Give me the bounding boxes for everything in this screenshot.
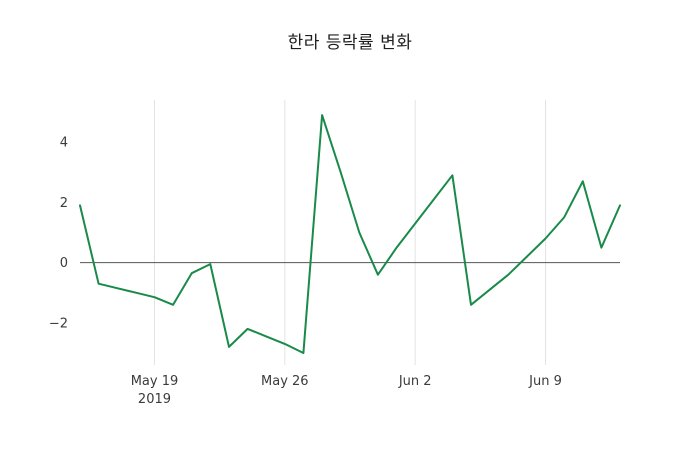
- x-tick-label: May 19: [131, 374, 179, 389]
- x-tick-label: May 26: [261, 374, 309, 389]
- y-tick-label: −2: [49, 316, 68, 331]
- x-tick-label: Jun 2: [398, 374, 432, 389]
- x-tick-label: Jun 9: [528, 374, 562, 389]
- series-line: [79, 114, 621, 354]
- x-tick-sublabel: 2019: [138, 392, 171, 407]
- y-tick-label: 2: [60, 196, 68, 211]
- chart-title: 한라 등락률 변화: [287, 33, 413, 53]
- y-tick-label: 0: [60, 256, 68, 271]
- y-tick-label: 4: [60, 136, 68, 151]
